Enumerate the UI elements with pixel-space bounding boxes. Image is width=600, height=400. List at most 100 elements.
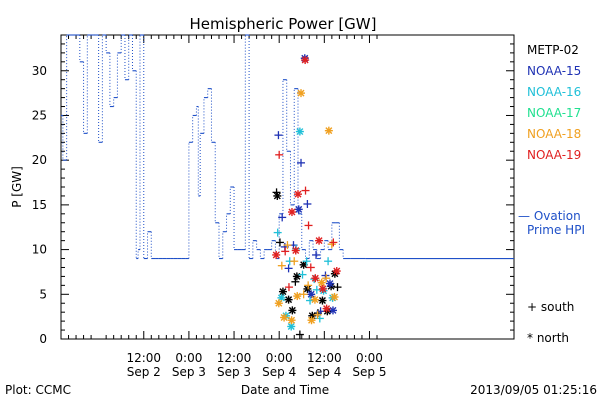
x-tick-label-time: 0:00 [266, 351, 293, 365]
north-point [294, 205, 303, 214]
north-point [303, 284, 312, 293]
north-point [315, 236, 324, 245]
north-point [324, 126, 333, 135]
north-point [287, 322, 296, 331]
north-point [272, 250, 281, 259]
south-point [301, 186, 310, 195]
legend-item-metp-02: METP-02 [527, 43, 579, 57]
x-tick-label-date: Sep 3 [217, 365, 251, 379]
legend-item-noaa-16: NOAA-16 [527, 85, 582, 99]
x-tick-label-time: 12:00 [307, 351, 342, 365]
y-axis-label: P [GW] [10, 166, 24, 208]
south-point [278, 213, 287, 222]
ovation-legend: — Ovation Prime HPI [518, 209, 585, 237]
south-point [327, 240, 336, 249]
north-point [330, 292, 339, 301]
y-tick-label: 20 [32, 153, 47, 167]
north-point [291, 246, 300, 255]
north-point [274, 299, 283, 308]
north-point [317, 278, 326, 287]
y-tick-label: 0 [39, 332, 47, 346]
south-point [306, 296, 315, 305]
north-point [311, 274, 320, 283]
north-point [293, 292, 302, 301]
south-point [295, 330, 304, 339]
north-point [288, 306, 297, 315]
north-point [297, 89, 306, 98]
ovation-legend-line1: — Ovation [518, 209, 581, 223]
ovation-legend-line2: Prime HPI [527, 223, 585, 237]
y-tick-label: 25 [32, 108, 47, 122]
y-tick-label: 30 [32, 64, 47, 78]
south-point [273, 228, 282, 237]
south-point [281, 247, 290, 256]
south-point [306, 263, 315, 272]
north-point [332, 267, 341, 276]
footer-right: 2013/09/05 01:25:16 [470, 383, 597, 397]
north-point [287, 208, 296, 217]
plot-frame [60, 34, 515, 340]
legend-item-noaa-17: NOAA-17 [527, 106, 582, 120]
north-point [318, 284, 327, 293]
north-point [328, 306, 337, 315]
south-point [274, 131, 283, 140]
marker-key-south: + south [527, 300, 575, 314]
south-point [304, 281, 313, 290]
south-point [333, 283, 342, 292]
south-point [298, 270, 307, 279]
y-tick-label: 10 [32, 243, 47, 257]
north-point [273, 191, 282, 200]
north-point [278, 287, 287, 296]
y-tick-label: 5 [39, 287, 47, 301]
south-point [303, 199, 312, 208]
chart-title: Hemispheric Power [GW] [190, 15, 377, 33]
x-tick-label-time: 0:00 [175, 351, 202, 365]
north-point [280, 313, 289, 322]
north-point [301, 56, 310, 65]
south-point [284, 283, 293, 292]
north-point [284, 295, 293, 304]
legend-item-noaa-15: NOAA-15 [527, 64, 582, 78]
north-point [287, 316, 296, 325]
south-point [275, 150, 284, 159]
south-point [283, 241, 292, 250]
north-point [292, 272, 301, 281]
x-tick-label-time: 12:00 [126, 351, 161, 365]
marker-key-north: * north [527, 331, 570, 345]
north-point [293, 190, 302, 199]
north-point [310, 295, 319, 304]
x-tick-label-date: Sep 5 [352, 365, 386, 379]
south-point [312, 285, 321, 294]
x-axis-label: Date and Time [241, 383, 329, 397]
legend-item-noaa-19: NOAA-19 [527, 148, 582, 162]
south-point [302, 257, 311, 266]
north-point [318, 296, 327, 305]
south-point [290, 257, 299, 266]
footer-left: Plot: CCMC [5, 383, 71, 397]
south-point [299, 290, 308, 299]
south-point [312, 250, 321, 259]
north-point [325, 279, 334, 288]
x-tick-label-date: Sep 4 [262, 365, 296, 379]
south-point [322, 274, 331, 283]
south-point [275, 238, 284, 247]
south-point [313, 310, 322, 319]
x-tick-label-date: Sep 4 [307, 365, 341, 379]
legend-item-noaa-18: NOAA-18 [527, 127, 582, 141]
south-point [277, 261, 286, 270]
south-point [284, 264, 293, 273]
x-tick-label-date: Sep 3 [172, 365, 206, 379]
north-point [307, 316, 316, 325]
x-tick-label-time: 12:00 [217, 351, 252, 365]
south-point [304, 221, 313, 230]
south-point [291, 277, 300, 286]
south-point [324, 257, 333, 266]
north-point [322, 304, 331, 313]
y-tick-label: 15 [32, 198, 47, 212]
x-tick-label-time: 0:00 [356, 351, 383, 365]
south-point [297, 158, 306, 167]
north-point [307, 290, 316, 299]
south-point [329, 238, 338, 247]
